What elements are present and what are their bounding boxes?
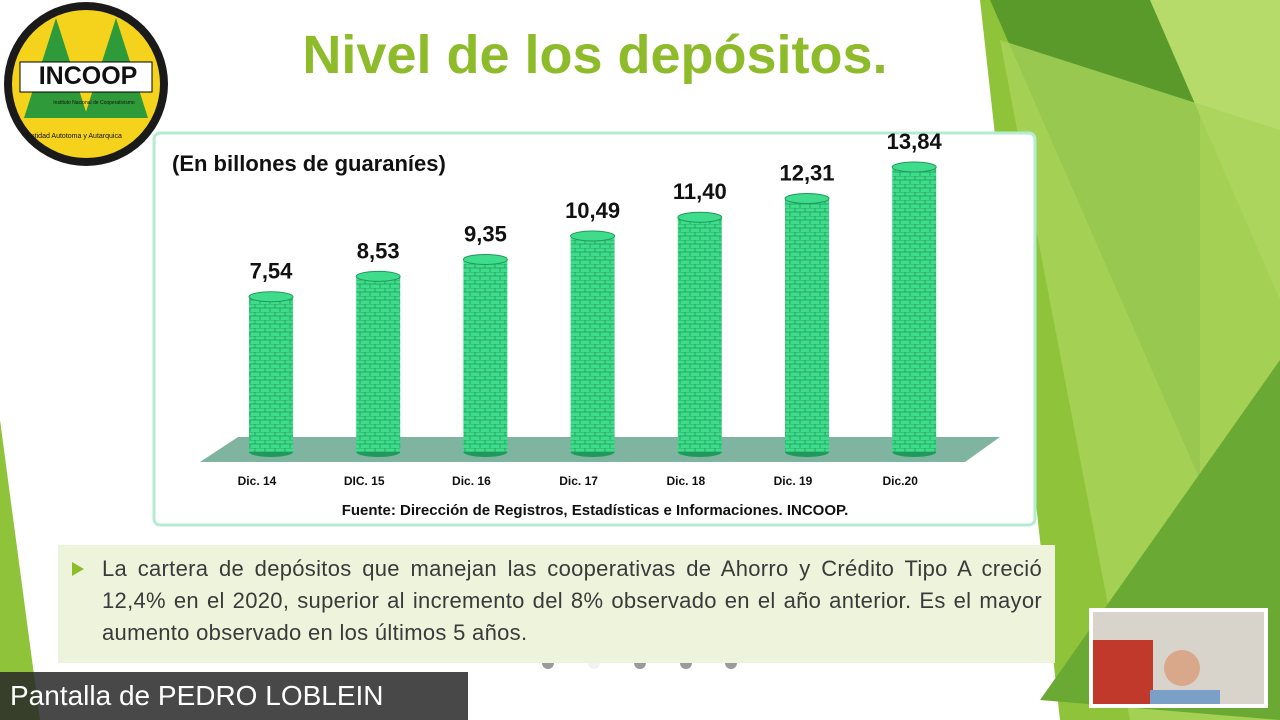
bar-top: [462, 253, 508, 265]
slide-title: Nivel de los depósitos.: [302, 25, 887, 85]
bar: [570, 235, 615, 452]
logo-motto: Entidad Autotoma y Autarquica: [26, 133, 122, 140]
participant-video: [1089, 608, 1268, 708]
bar-top: [570, 230, 616, 242]
bar-top: [248, 291, 294, 303]
value-label: 11,40: [673, 179, 727, 204]
bar-top: [677, 211, 723, 223]
x-tick-label: Dic. 17: [559, 474, 598, 488]
x-tick-label: Dic. 14: [238, 474, 277, 488]
bullet: [72, 562, 84, 576]
value-label: 8,53: [357, 238, 400, 263]
logo: INCOOP Instituto Nacional de Cooperativi…: [4, 2, 168, 166]
value-label: 10,49: [565, 198, 620, 223]
bar: [463, 259, 508, 452]
bar: [249, 296, 293, 452]
bar-top: [355, 270, 401, 282]
x-tick-label: DIC. 15: [344, 474, 385, 488]
bar-top: [891, 161, 937, 173]
logo-name: INCOOP: [39, 62, 138, 90]
value-label: 9,35: [464, 221, 507, 246]
x-tick-label: Dic. 18: [666, 474, 705, 488]
value-label: 12,31: [779, 161, 834, 186]
bar: [892, 167, 937, 452]
value-label: 13,84: [887, 129, 943, 154]
bar: [785, 198, 829, 452]
chart-source: Fuente: Dirección de Registros, Estadíst…: [342, 502, 849, 519]
bars: 7,54 Dic. 14 8,53 DIC. 15 9,35 Dic. 16 10,49 Di…: [238, 129, 943, 488]
screen-share-label: Pantalla de PEDRO LOBLEIN: [0, 672, 468, 720]
value-label: 7,54: [250, 259, 294, 284]
bar: [356, 276, 401, 452]
logo-subtitle: Instituto Nacional de Cooperativismo: [53, 100, 135, 106]
chart-subtitle: (En billones de guaraníes): [172, 151, 446, 176]
x-tick-label: Dic.20: [883, 474, 919, 488]
caption-box: La cartera de depósitos que manejan las …: [58, 545, 1055, 663]
bar: [677, 217, 722, 452]
x-tick-label: Dic. 16: [452, 474, 491, 488]
bar-top: [784, 193, 830, 205]
x-tick-label: Dic. 19: [774, 474, 813, 488]
caption-text: La cartera de depósitos que manejan las …: [102, 556, 1042, 645]
